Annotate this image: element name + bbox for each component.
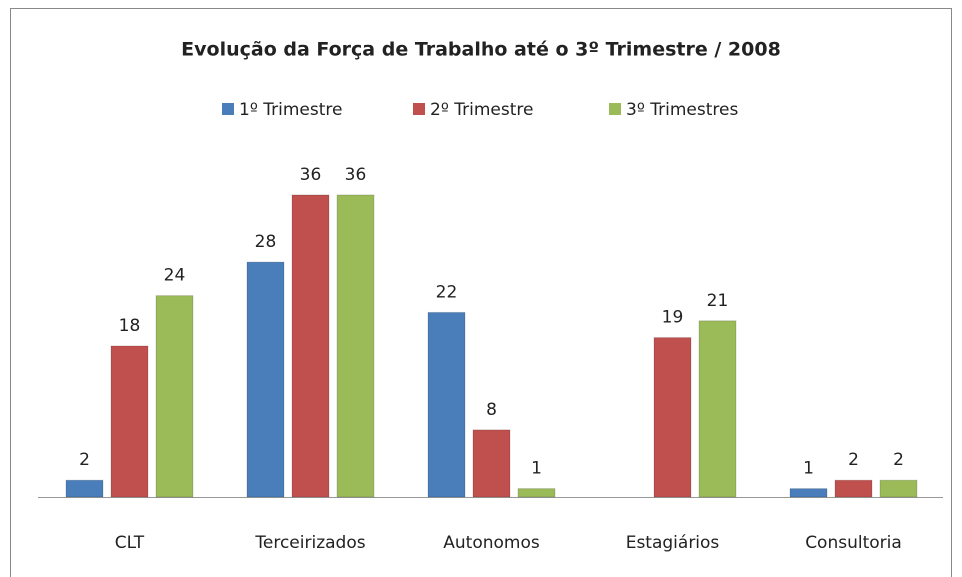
data-label: 2	[79, 450, 90, 470]
data-label: 28	[255, 232, 277, 252]
x-tick-label: Estagiários	[626, 533, 720, 553]
bar	[336, 194, 375, 498]
bar	[879, 479, 918, 498]
data-label: 2	[893, 450, 904, 470]
bar	[427, 311, 466, 498]
data-label: 18	[119, 316, 141, 336]
bar	[653, 337, 692, 498]
data-label: 21	[707, 291, 729, 311]
x-tick-label: CLT	[115, 533, 145, 553]
legend-label: 1º Trimestre	[239, 100, 342, 120]
data-label: 2	[848, 450, 859, 470]
x-tick-label: Terceirizados	[254, 533, 365, 553]
bar	[110, 345, 149, 498]
bar	[698, 320, 737, 498]
data-label: 8	[486, 400, 497, 420]
bar	[472, 429, 511, 498]
data-label: 22	[436, 282, 458, 302]
data-label: 19	[662, 308, 684, 328]
x-tick-label: Consultoria	[805, 533, 902, 553]
chart-title: Evolução da Força de Trabalho até o 3º T…	[181, 39, 781, 61]
legend-label: 3º Trimestres	[626, 100, 738, 120]
bar	[65, 479, 104, 498]
bar	[155, 295, 194, 498]
data-label: 1	[803, 459, 814, 479]
data-label: 36	[345, 165, 367, 185]
legend-swatch	[222, 103, 234, 115]
bar	[517, 488, 556, 498]
bar	[291, 194, 330, 498]
data-label: 24	[164, 266, 186, 286]
legend-label: 2º Trimestre	[430, 100, 533, 120]
legend-swatch	[609, 103, 621, 115]
legend-swatch	[413, 103, 425, 115]
bar	[834, 479, 873, 498]
x-tick-label: Autonomos	[443, 533, 540, 553]
bar	[246, 261, 285, 498]
bar	[789, 488, 828, 498]
data-label: 1	[531, 459, 542, 479]
data-label: 36	[300, 165, 322, 185]
